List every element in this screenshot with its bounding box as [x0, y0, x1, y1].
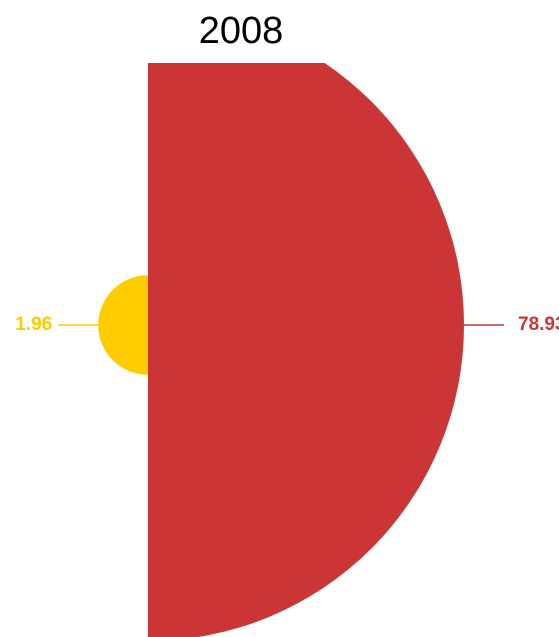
value-label: 1.96: [15, 314, 52, 335]
rose-sector: [148, 63, 464, 637]
chart-title: 2008: [199, 10, 284, 52]
value-label: 78.93: [518, 314, 559, 335]
plot-area: [98, 63, 464, 637]
rose-sector: [98, 275, 148, 375]
